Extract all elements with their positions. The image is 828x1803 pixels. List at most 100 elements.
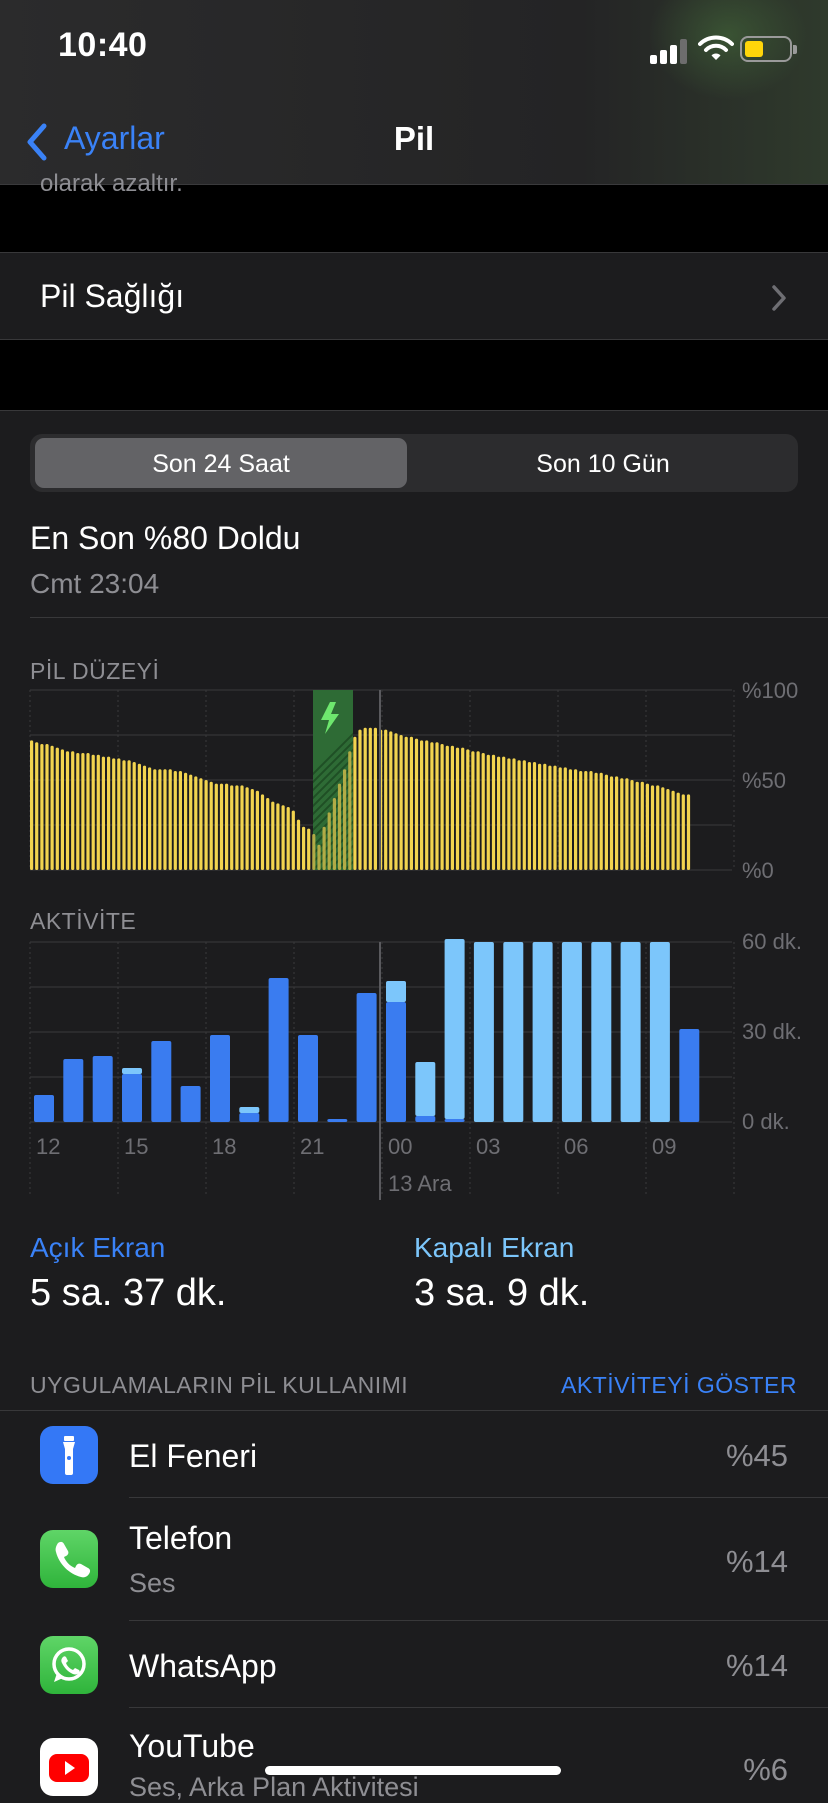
charging-hatch (313, 764, 353, 808)
divider (0, 1410, 828, 1411)
screen-on-bar (268, 978, 289, 1122)
battery-y-label-50: %50 (742, 768, 787, 793)
x-tick-label: 09 (652, 1134, 677, 1159)
battery-level-bar (656, 785, 660, 870)
screen-on-label: Açık Ekran (30, 1232, 166, 1263)
battery-level-bar (553, 765, 557, 870)
battery-level-bar (445, 745, 449, 870)
battery-level-bar (532, 762, 537, 870)
apps-usage-caption: UYGULAMALARIN PİL KULLANIMI (30, 1372, 409, 1398)
battery-level-bar (260, 794, 265, 870)
battery-level-bar (579, 771, 583, 870)
screen-off-bar (415, 1062, 436, 1116)
screen-off-bar (620, 942, 641, 1122)
x-tick-label: 03 (476, 1134, 501, 1159)
battery-level-bar (214, 783, 218, 870)
battery-level-bar (312, 834, 316, 870)
back-button[interactable]: Ayarlar (64, 120, 165, 156)
battery-level-bar (425, 740, 429, 870)
battery-level-bar (122, 760, 126, 870)
battery-level-bar (630, 780, 634, 870)
battery-level-bar (666, 789, 670, 870)
battery-level-bar (194, 776, 198, 870)
divider (30, 617, 828, 618)
battery-level-bar (548, 765, 552, 870)
charging-hatch (313, 740, 353, 784)
youtube-icon (40, 1738, 98, 1796)
battery-level-bar (594, 772, 598, 870)
chevron-left-icon[interactable] (22, 120, 52, 164)
battery-level-bar (101, 756, 105, 870)
battery-level-bar (286, 807, 290, 870)
screen-off-bar (122, 1068, 142, 1074)
screen-on-bar (444, 1119, 465, 1122)
battery-level-bar (40, 744, 44, 870)
date-label: 13 Ara (388, 1171, 452, 1196)
battery-level-bar (271, 801, 275, 870)
battery-level-bar (640, 781, 644, 870)
battery-level-bar (414, 738, 419, 870)
screen-off-bar (473, 942, 494, 1122)
battery-level-bar (302, 826, 306, 870)
screen-on-bar (180, 1086, 201, 1122)
battery-y-label-0: %0 (742, 858, 774, 883)
battery-level-bar (153, 769, 157, 870)
battery-level-bar (178, 771, 182, 870)
battery-level-bar (132, 762, 136, 870)
screen-off-bar (561, 942, 582, 1122)
battery-level-bar (476, 751, 480, 870)
battery-level-bar (450, 745, 454, 870)
battery-level-bar (599, 772, 603, 870)
screen-off-bar (444, 939, 465, 1119)
battery-level-bar (168, 769, 172, 870)
battery-level-bar (107, 756, 111, 870)
battery-level-bar (686, 794, 691, 870)
activity-y-label-30: 30 dk. (742, 1019, 802, 1044)
battery-level-bar (76, 753, 80, 870)
home-indicator[interactable] (265, 1766, 561, 1775)
divider (0, 339, 828, 340)
activity-y-label-0: 0 dk. (742, 1109, 790, 1134)
battery-level-bar (117, 758, 121, 870)
battery-level-bar (199, 778, 203, 870)
battery-level-bar (558, 767, 562, 870)
divider (0, 252, 828, 253)
charging-hatch (313, 812, 353, 856)
app-percentage: %45 (725, 1438, 788, 1473)
activity-y-label-60: 60 dk. (742, 929, 802, 954)
screen-on-bar (356, 993, 377, 1122)
battery-level-bar (255, 790, 259, 870)
segment-selected-highlight (35, 438, 407, 488)
battery-level-bar (81, 753, 85, 870)
segment-last-10d[interactable]: Son 10 Gün (536, 450, 670, 478)
battery-level-bar (538, 763, 542, 870)
battery-health-row[interactable] (0, 253, 828, 339)
battery-level-bar (486, 754, 490, 870)
wifi-icon (698, 35, 734, 60)
battery-level-bar (184, 772, 188, 870)
battery-level-bar (142, 765, 147, 870)
segment-last-24h[interactable]: Son 24 Saat (152, 450, 290, 478)
battery-level-bar (204, 780, 208, 870)
divider (0, 410, 828, 411)
battery-level-bar (455, 747, 460, 870)
battery-level-bar (681, 794, 685, 870)
divider (129, 1707, 828, 1708)
show-activity-button[interactable]: AKTİVİTEYİ GÖSTER (561, 1372, 797, 1398)
screen-on-bar (63, 1059, 84, 1122)
screen-on-bar (386, 1002, 406, 1122)
app-percentage: %14 (725, 1648, 788, 1683)
screen-on-bar (415, 1116, 436, 1122)
screen-off-bar (386, 981, 406, 1002)
battery-level-bar (276, 803, 280, 870)
app-name: El Feneri (129, 1438, 258, 1474)
battery-level-bar (332, 798, 336, 870)
screen-off-bar (239, 1107, 260, 1113)
battery-level-bar (635, 781, 639, 870)
battery-level-bar (574, 769, 578, 870)
battery-level-bar (527, 762, 531, 870)
screen-on-bar (34, 1095, 54, 1122)
battery-level-bar (584, 771, 588, 870)
battery-level-bar (55, 747, 59, 870)
battery-level-bar (291, 810, 295, 870)
